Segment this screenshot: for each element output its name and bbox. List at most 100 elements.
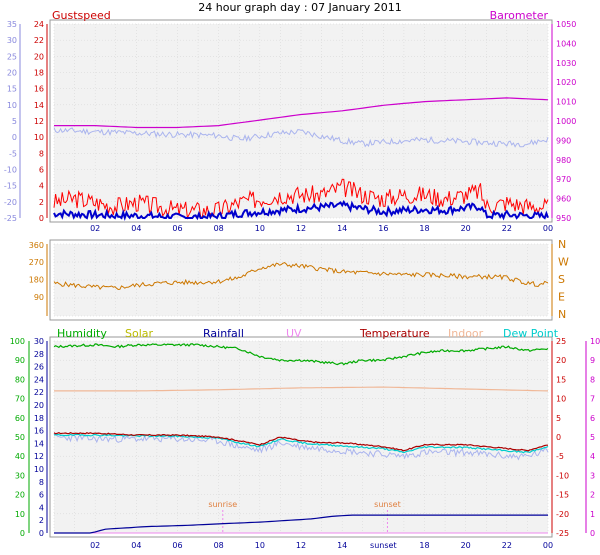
rain-tick: 26: [34, 363, 44, 372]
legend-barometer: Barometer: [490, 9, 549, 22]
legend-gustspeed: Gustspeed: [52, 9, 111, 22]
dir-left-tick: 270: [29, 258, 44, 267]
temp-tick: -10: [556, 471, 569, 480]
left-outer-tick: 5: [12, 117, 17, 126]
humidity-tick: 30: [15, 471, 25, 480]
top-series: [53, 97, 549, 221]
x-tick-label: 14: [337, 224, 347, 233]
rain-tick: 20: [34, 401, 44, 410]
left-inner-tick: 2: [39, 198, 44, 207]
uv-tick: 1: [590, 510, 595, 519]
left-inner-tick: 6: [39, 166, 44, 175]
temperature-trace-line: [53, 127, 549, 148]
temp-tick: -5: [556, 452, 564, 461]
barometer-line: [54, 97, 549, 129]
x-tick-label: 14: [337, 541, 347, 550]
right-tick: 970: [556, 175, 571, 184]
x-tick-label: 04: [131, 224, 141, 233]
chart-title: 24 hour graph day : 07 January 2011: [198, 1, 402, 14]
left-inner-tick: 20: [34, 52, 44, 61]
sunset-label: sunset: [374, 500, 401, 509]
humidity-tick: 10: [15, 510, 25, 519]
temp-tick: -25: [556, 529, 569, 538]
rain-tick: 22: [34, 388, 44, 397]
dir-left-tick: 180: [29, 276, 44, 285]
humidity-tick: 50: [15, 433, 25, 442]
left-outer-tick: -25: [4, 214, 17, 223]
x-tick-label: 20: [461, 224, 471, 233]
uv-tick: 2: [590, 491, 595, 500]
dir-compass-label: W: [558, 256, 569, 269]
x-tick-label: 18: [419, 541, 429, 550]
dir-compass-label: N: [558, 238, 566, 251]
legend-temperature: Temperature: [359, 327, 430, 340]
humidity-tick: 0: [20, 529, 25, 538]
x-tick-label: 02: [90, 541, 100, 550]
uv-tick: 10: [590, 337, 600, 346]
left-outer-tick: -5: [9, 149, 17, 158]
legend-humidity: Humidity: [57, 327, 107, 340]
top-ticks: 35302520151050-5-10-15-20-25242220181614…: [4, 20, 576, 233]
humidity-tick: 90: [15, 356, 25, 365]
right-tick: 1050: [556, 20, 576, 29]
legend-rainfall: Rainfall: [203, 327, 244, 340]
left-inner-tick: 24: [34, 20, 44, 29]
middle-grid: [53, 243, 549, 317]
x-tick-label: 06: [172, 224, 182, 233]
right-tick: 960: [556, 195, 571, 204]
windspeed-line: [53, 199, 549, 221]
rain-tick: 28: [34, 350, 44, 359]
temperature-line: [53, 432, 548, 452]
right-tick: 1010: [556, 98, 576, 107]
temp-tick: 10: [556, 395, 566, 404]
left-outer-tick: 0: [12, 133, 17, 142]
bottom-ticks: 1009080706050403020100302826242220181614…: [10, 337, 600, 550]
rain-tick: 18: [34, 414, 44, 423]
x-tick-label: 10: [255, 224, 265, 233]
temp-tick: -20: [556, 510, 569, 519]
left-outer-tick: 30: [7, 36, 17, 45]
temp-tick: 15: [556, 375, 566, 384]
x-tick-label: 12: [296, 541, 306, 550]
legend-solar: Solar: [125, 327, 154, 340]
uv-tick: 4: [590, 452, 595, 461]
left-inner-tick: 16: [34, 85, 44, 94]
x-tick-label: 00: [543, 541, 553, 550]
x-tick-label: 22: [502, 541, 512, 550]
uv-tick: 7: [590, 395, 595, 404]
rain-tick: 6: [39, 491, 44, 500]
humidity-tick: 60: [15, 414, 25, 423]
left-inner-tick: 22: [34, 36, 44, 45]
uv-tick: 6: [590, 414, 595, 423]
temp-tick: 0: [556, 433, 561, 442]
left-inner-tick: 10: [34, 133, 44, 142]
temp-tick: 25: [556, 337, 566, 346]
right-tick: 1000: [556, 117, 576, 126]
x-tick-label: sunset: [370, 541, 397, 550]
x-tick-label: 04: [131, 541, 141, 550]
legend-uv: UV: [286, 327, 302, 340]
right-tick: 950: [556, 214, 571, 223]
x-tick-label: 02: [90, 224, 100, 233]
temp-tick: 20: [556, 356, 566, 365]
temp-tick: -15: [556, 491, 569, 500]
x-tick-label: 16: [378, 224, 388, 233]
humidity-tick: 80: [15, 375, 25, 384]
temp-tick: 5: [556, 414, 561, 423]
sunrise-label: sunrise: [208, 500, 237, 509]
right-tick: 1040: [556, 39, 576, 48]
humidity-tick: 70: [15, 395, 25, 404]
x-tick-label: 12: [296, 224, 306, 233]
uv-tick: 8: [590, 375, 595, 384]
bottom-series: sunrise sunset: [53, 343, 549, 534]
rain-tick: 16: [34, 427, 44, 436]
legend-indoor: Indoor: [448, 327, 484, 340]
x-tick-label: 08: [214, 224, 224, 233]
dir-compass-label: N: [558, 308, 566, 321]
dir-left-tick: 90: [34, 293, 44, 302]
x-tick-label: 00: [543, 224, 553, 233]
uv-tick: 5: [590, 433, 595, 442]
x-tick-label: 20: [461, 541, 471, 550]
